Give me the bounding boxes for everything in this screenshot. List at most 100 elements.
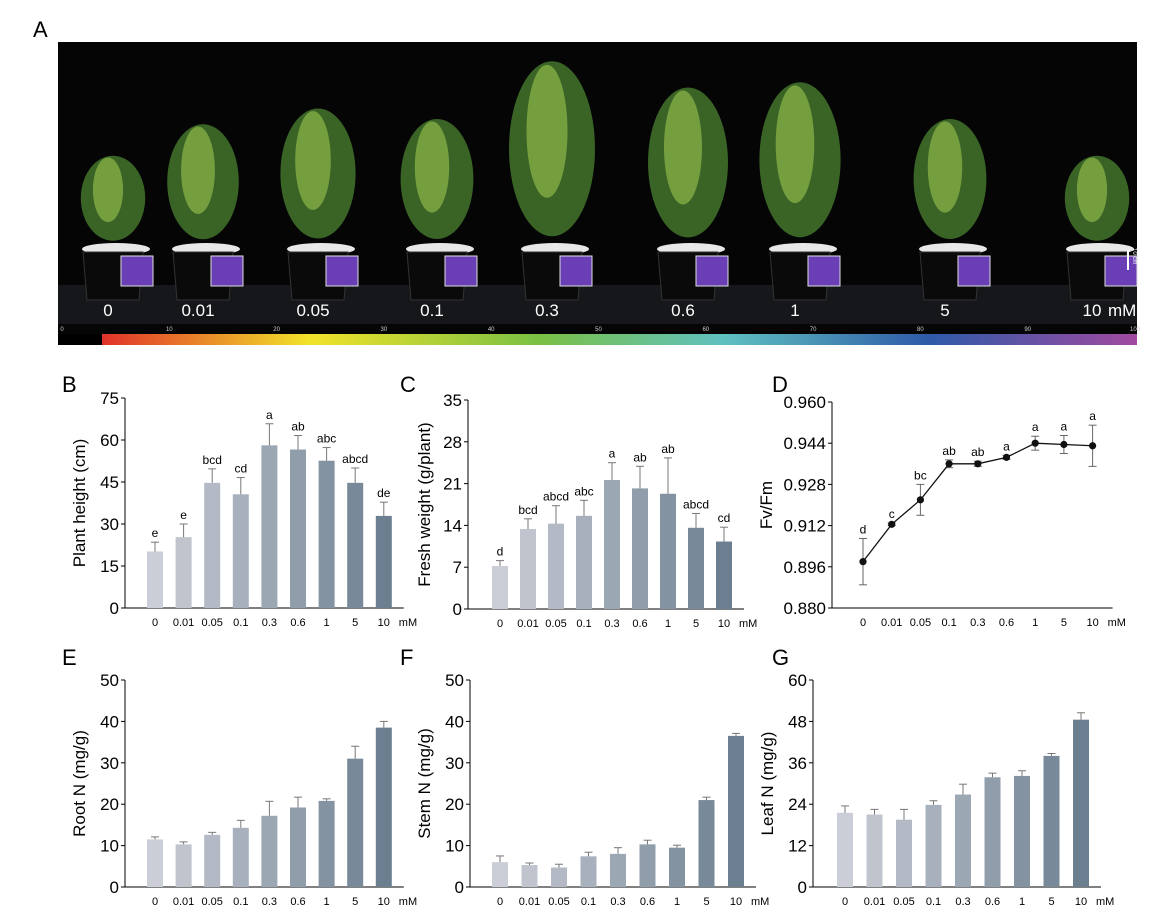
treatment-label: 5 (940, 301, 949, 320)
x-tick-label: 0.01 (517, 618, 538, 630)
x-tick-label: 0 (497, 618, 503, 630)
plant-1 (167, 124, 244, 301)
y-tick-label: 28 (443, 433, 462, 452)
y-tick-label: 30 (445, 754, 464, 773)
significance-letter: cd (234, 462, 247, 476)
x-tick-label: 0.6 (632, 618, 647, 630)
colorbar-tick: 0 (60, 327, 64, 333)
significance-letter: abcd (543, 490, 569, 504)
significance-letter: e (180, 508, 187, 522)
bar (204, 834, 221, 887)
x-tick-label: 0.1 (941, 617, 956, 629)
significance-letter: abc (574, 484, 593, 498)
bar (204, 482, 221, 608)
y-tick-label: 45 (100, 473, 119, 492)
colorbar-zero (58, 334, 102, 345)
x-tick-label: 5 (693, 618, 699, 630)
significance-letter: a (609, 447, 616, 461)
x-tick-label: 0.3 (610, 896, 625, 908)
x-tick-label: 0.6 (999, 617, 1014, 629)
significance-letter: cd (718, 511, 731, 525)
plant-3 (400, 119, 478, 301)
bar (1014, 775, 1030, 887)
bar (290, 807, 306, 887)
x-tick-label: 0.05 (201, 617, 222, 629)
x-tick-label: 0.01 (173, 617, 194, 629)
colorbar (102, 334, 1137, 345)
bar (604, 480, 620, 609)
bar (837, 812, 853, 887)
chart-F: 0 10 20 30 40 50 Stem N (mg/g) 0 0.01 0.05 0.1 0.3 0… (415, 671, 769, 908)
y-tick-label: 21 (443, 475, 462, 494)
data-point (1089, 442, 1097, 450)
y-tick-label: 24 (788, 795, 807, 814)
bar (698, 800, 715, 887)
significance-letter: a (1032, 420, 1039, 434)
x-tick-label: 0.05 (893, 896, 914, 908)
bar (1043, 755, 1060, 887)
plant-foliage-highlight (664, 90, 702, 205)
bar (492, 566, 508, 609)
data-point (945, 460, 953, 468)
x-tick-label: 0.01 (519, 896, 540, 908)
significance-letter: e (152, 526, 159, 540)
plant-foliage-highlight (1076, 157, 1108, 223)
bar (290, 449, 306, 608)
plant-6 (759, 82, 841, 301)
x-tick-label: 0.05 (548, 896, 569, 908)
x-tick-label: 0 (860, 617, 866, 629)
x-tick-label: 0.6 (290, 896, 305, 908)
plant-foliage-highlight (414, 121, 450, 213)
x-tick-label: 1 (324, 896, 330, 908)
y-tick-label: 12 (788, 837, 807, 856)
treatment-label: 10 (1083, 301, 1102, 320)
x-tick-label: 0.6 (290, 617, 305, 629)
data-point (1031, 439, 1039, 447)
plant-7 (913, 119, 991, 301)
bar (984, 777, 1001, 887)
x-tick-label: 0.3 (262, 617, 277, 629)
y-tick-label: 0 (455, 878, 464, 897)
data-point (859, 558, 867, 566)
significance-letter: ab (942, 444, 956, 458)
y-axis-label: Stem N (mg/g) (415, 728, 434, 839)
x-tick-label: 0.01 (173, 896, 194, 908)
bar (639, 844, 656, 887)
chart-D: 0.880 0.896 0.912 0.928 0.944 0.960 Fv/Fm 0 d 0.0… (757, 393, 1126, 629)
significance-letter: de (377, 486, 391, 500)
colorbar-tick: 90 (1024, 327, 1031, 333)
data-point (974, 460, 982, 468)
x-tick-label: 0.01 (864, 896, 885, 908)
y-axis-label: Fresh weight (g/plant) (415, 422, 434, 586)
significance-letter: abcd (683, 497, 709, 511)
x-tick-label: 0.3 (955, 896, 970, 908)
x-unit-label: mM (739, 618, 757, 630)
colorbar-tick: 60 (702, 327, 709, 333)
panel-label-C: C (400, 372, 416, 397)
panel-label-E: E (62, 645, 77, 670)
significance-letter: ab (291, 420, 305, 434)
x-tick-label: 1 (1032, 617, 1038, 629)
y-tick-label: 15 (100, 557, 119, 576)
data-point (916, 496, 925, 504)
treatment-label: 0 (103, 301, 112, 320)
leaf-inset (325, 255, 359, 287)
bar (521, 865, 538, 887)
x-tick-label: 10 (730, 896, 742, 908)
leaf-inset (695, 255, 729, 287)
plant-4 (509, 61, 595, 301)
x-tick-label: 0.1 (581, 896, 596, 908)
bar (232, 494, 249, 608)
x-unit-label: mM (1108, 617, 1126, 629)
bar (175, 844, 192, 887)
x-tick-label: 1 (674, 896, 680, 908)
y-tick-label: 50 (445, 671, 464, 690)
bar (175, 537, 192, 608)
panel-label-G: G (772, 645, 789, 670)
data-point (1060, 440, 1068, 449)
bar (669, 847, 685, 887)
panel-label-B: B (62, 372, 77, 397)
bar (147, 551, 163, 608)
significance-letter: bc (914, 468, 927, 482)
x-unit-label: mM (751, 896, 769, 908)
